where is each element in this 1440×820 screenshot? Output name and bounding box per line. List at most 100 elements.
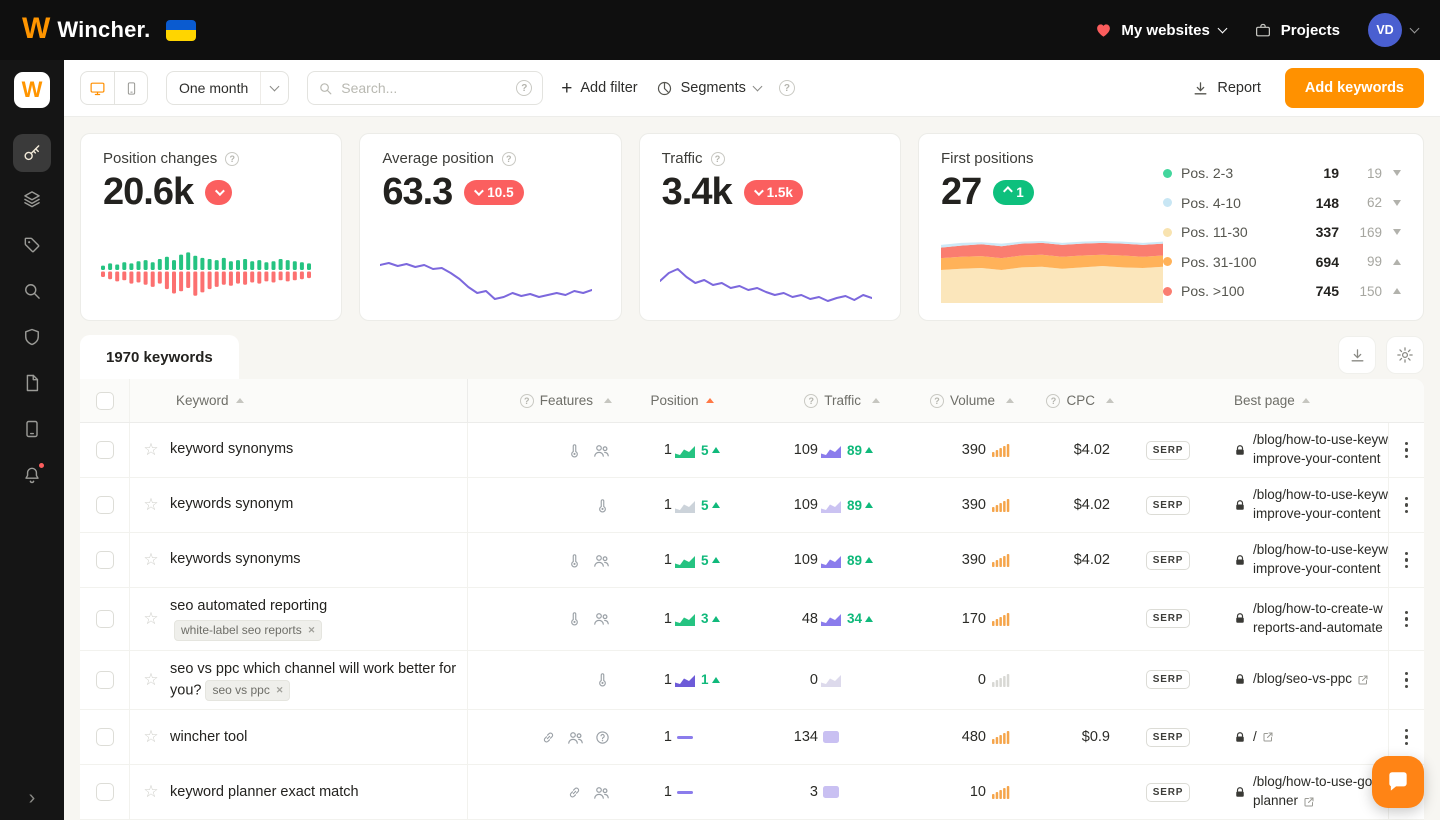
column-header-best-page[interactable]: Best page xyxy=(1212,379,1388,422)
period-select[interactable]: One month xyxy=(166,71,290,105)
report-button[interactable]: Report xyxy=(1192,80,1261,97)
keyword-text[interactable]: seo vs ppc which channel will work bette… xyxy=(170,660,457,699)
column-header-volume[interactable]: ? Volume xyxy=(896,379,1028,422)
best-page-path[interactable]: / xyxy=(1253,728,1257,744)
export-button[interactable] xyxy=(1338,336,1376,374)
column-header-features[interactable]: ? Features xyxy=(468,379,626,422)
external-link-icon[interactable] xyxy=(1262,731,1274,743)
table-row[interactable]: ☆ seo automated reporting white-label seo … xyxy=(80,588,1424,651)
favorite-star-icon[interactable]: ☆ xyxy=(143,608,159,628)
help-icon[interactable]: ? xyxy=(1046,393,1061,408)
row-menu-kebab-icon[interactable] xyxy=(1399,605,1415,634)
row-menu-kebab-icon[interactable] xyxy=(1399,723,1415,752)
keyword-text[interactable]: keyword planner exact match xyxy=(170,783,359,800)
row-checkbox[interactable] xyxy=(95,783,114,802)
keyword-tag[interactable]: white-label seo reports ✕ xyxy=(174,620,323,642)
row-checkbox[interactable] xyxy=(95,670,114,689)
column-header-cpc[interactable]: ? CPC xyxy=(1028,379,1124,422)
serp-badge[interactable]: SERP xyxy=(1145,550,1191,570)
row-checkbox[interactable] xyxy=(95,609,114,628)
search-input[interactable] xyxy=(341,80,509,96)
account-menu[interactable]: VD xyxy=(1368,13,1420,47)
my-websites-nav[interactable]: My websites xyxy=(1095,22,1228,39)
serp-badge[interactable]: SERP xyxy=(1145,782,1191,802)
help-icon[interactable]: ? xyxy=(519,393,534,408)
serp-badge[interactable]: SERP xyxy=(1145,495,1191,515)
keyword-text[interactable]: seo automated reporting xyxy=(170,598,328,614)
projects-nav[interactable]: Projects xyxy=(1254,22,1340,39)
select-all-checkbox[interactable] xyxy=(95,391,114,410)
favorite-star-icon[interactable]: ☆ xyxy=(143,727,159,747)
best-page-path[interactable]: /blog/how-to-use-go xyxy=(1253,774,1373,790)
table-row[interactable]: ☆ seo vs ppc which channel will work bett… xyxy=(80,650,1424,711)
sidebar-expand-chevron-icon[interactable]: › xyxy=(28,787,36,809)
add-filter-button[interactable]: + Add filter xyxy=(561,79,637,98)
favorite-star-icon[interactable]: ☆ xyxy=(143,550,159,569)
table-row[interactable]: ☆ keyword synonyms 1 5 109 89 390 $4.02 SERP/blo… xyxy=(80,423,1424,478)
external-link-icon[interactable] xyxy=(1357,674,1369,686)
sidebar-item-key[interactable] xyxy=(13,134,51,172)
column-header-keyword[interactable]: Keyword xyxy=(130,379,468,422)
best-page-path[interactable]: improve-your-content xyxy=(1253,506,1381,521)
toolbar-help-icon[interactable]: ? xyxy=(778,80,795,96)
column-header-traffic[interactable]: ? Traffic xyxy=(738,379,896,422)
best-page-path[interactable]: planner xyxy=(1253,793,1299,809)
search-help-icon[interactable]: ? xyxy=(516,80,533,96)
help-icon[interactable]: ? xyxy=(501,151,516,166)
sidebar-item-reports[interactable] xyxy=(13,364,51,402)
help-icon[interactable]: ? xyxy=(929,393,944,408)
favorite-star-icon[interactable]: ☆ xyxy=(143,495,159,514)
sidebar-item-shield[interactable] xyxy=(13,318,51,356)
table-settings-button[interactable] xyxy=(1386,336,1424,374)
keyword-tag[interactable]: seo vs ppc ✕ xyxy=(205,679,291,701)
keyword-text[interactable]: wincher tool xyxy=(170,728,248,745)
sidebar-item-layers[interactable] xyxy=(13,180,51,218)
desktop-device-button[interactable] xyxy=(81,72,114,104)
keyword-text[interactable]: keywords synonyms xyxy=(170,551,301,568)
best-page-path[interactable]: improve-your-content xyxy=(1253,451,1381,466)
keyword-text[interactable]: keywords synonym xyxy=(170,496,294,513)
sidebar-item-research[interactable] xyxy=(13,272,51,310)
best-page-path[interactable]: /blog/how-to-create-w xyxy=(1253,600,1383,616)
help-icon[interactable]: ? xyxy=(710,151,725,166)
best-page-path[interactable]: /blog/how-to-use-keyw xyxy=(1253,542,1388,558)
chat-launcher-button[interactable] xyxy=(1372,756,1424,808)
best-page-path[interactable]: reports-and-automate xyxy=(1253,619,1383,635)
sidebar-item-devices[interactable] xyxy=(13,410,51,448)
sidebar-wincher-logo[interactable]: W xyxy=(14,72,50,108)
add-keywords-button[interactable]: Add keywords xyxy=(1284,68,1424,108)
remove-tag-icon[interactable]: ✕ xyxy=(275,684,284,695)
table-row[interactable]: ☆ wincher tool 1 134 480 $0.9 SERP / xyxy=(80,710,1424,766)
best-page-path[interactable]: /blog/how-to-use-keyw xyxy=(1253,487,1388,503)
sidebar-item-tags[interactable] xyxy=(13,226,51,264)
row-checkbox[interactable] xyxy=(95,441,114,459)
best-page-path[interactable]: improve-your-content xyxy=(1253,561,1381,576)
column-header-position[interactable]: Position xyxy=(626,379,738,422)
keyword-text[interactable]: keyword synonyms xyxy=(170,441,294,458)
table-row[interactable]: ☆ keywords synonyms 1 5 109 89 390 $4.02 SERP/bl… xyxy=(80,533,1424,588)
row-menu-kebab-icon[interactable] xyxy=(1399,436,1415,465)
mobile-device-button[interactable] xyxy=(114,72,147,104)
sidebar-item-notifications[interactable] xyxy=(13,456,51,494)
row-checkbox[interactable] xyxy=(95,496,114,514)
row-menu-kebab-icon[interactable] xyxy=(1399,491,1415,520)
serp-badge[interactable]: SERP xyxy=(1145,440,1191,460)
help-icon[interactable]: ? xyxy=(804,393,819,408)
row-checkbox[interactable] xyxy=(95,551,114,569)
row-checkbox[interactable] xyxy=(95,728,114,747)
serp-badge[interactable]: SERP xyxy=(1145,670,1191,690)
wincher-logo[interactable]: W Wincher. xyxy=(22,14,150,45)
table-row[interactable]: ☆ keyword planner exact match 1 3 10 SERP/blo… xyxy=(80,765,1424,820)
table-row[interactable]: ☆ keywords synonym 1 5 109 89 390 $4.02 SERP/blo… xyxy=(80,478,1424,533)
best-page-path[interactable]: /blog/how-to-use-keyw xyxy=(1253,432,1388,448)
serp-badge[interactable]: SERP xyxy=(1145,727,1191,747)
favorite-star-icon[interactable]: ☆ xyxy=(143,669,159,689)
favorite-star-icon[interactable]: ☆ xyxy=(143,782,159,802)
segments-button[interactable]: Segments xyxy=(656,80,763,97)
favorite-star-icon[interactable]: ☆ xyxy=(143,440,159,459)
remove-tag-icon[interactable]: ✕ xyxy=(307,625,316,636)
help-icon[interactable]: ? xyxy=(225,151,240,166)
serp-badge[interactable]: SERP xyxy=(1145,609,1191,629)
best-page-path[interactable]: /blog/seo-vs-ppc xyxy=(1253,671,1353,687)
keywords-tab[interactable]: 1970 keywords xyxy=(80,335,239,379)
